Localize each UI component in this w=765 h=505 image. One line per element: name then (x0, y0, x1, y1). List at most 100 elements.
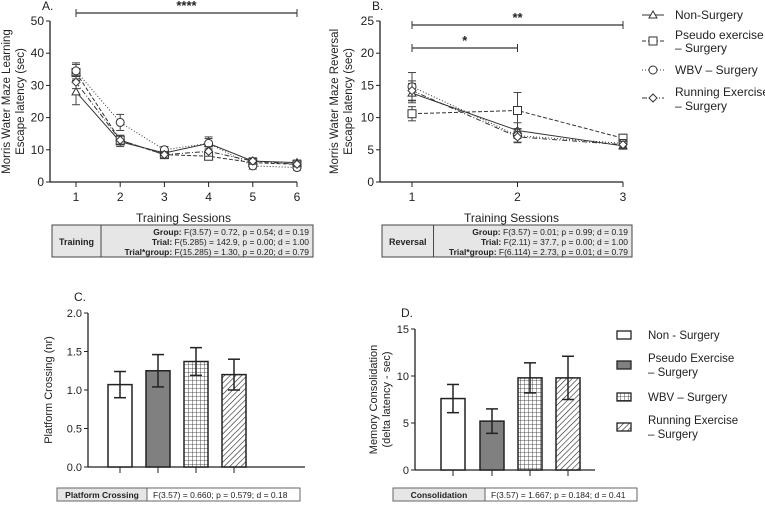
y-axis-title: (delta latency - sec) (381, 352, 393, 448)
legend-label: WBV – Surgery (648, 392, 727, 404)
table-row-term: Trial: (481, 237, 504, 247)
table-row: Trial*group: F(6.114) = 2.73, p = 0.01; … (449, 247, 628, 257)
legend-marker-icon (648, 93, 658, 103)
x-tick-label: 6 (294, 190, 301, 204)
y-tick-label: 0.0 (67, 462, 82, 474)
series-line (75, 81, 298, 165)
y-tick-label: 40 (31, 46, 45, 60)
y-tick-label: 15 (397, 324, 409, 336)
legend-label: Running Exercise (675, 85, 765, 99)
table-value: F(3.57) = 1.667; p = 0.184; d = 0.41 (491, 490, 626, 500)
y-tick-label: 10 (397, 371, 409, 383)
x-axis-title: Training Sessions (464, 211, 559, 225)
data-point (203, 146, 214, 157)
table-label-cell (56, 487, 148, 502)
y-tick-label: 5 (403, 418, 409, 430)
table-row-value: F(3.57) = 0.01; p = 0.99; d = 0.19 (503, 227, 628, 237)
table-row-value: F(6.114) = 2.73, p = 0.01; d = 0.79 (499, 247, 628, 257)
data-point (159, 149, 170, 160)
significance-label: ** (512, 10, 523, 25)
y-tick-label: 10 (31, 143, 45, 157)
y-tick-label: 30 (31, 78, 45, 92)
table-row-value: F(2.11) = 37.7, p = 0.00; d = 1.00 (504, 237, 629, 247)
panel-label: D. (401, 306, 413, 320)
legend-swatch-icon (616, 422, 632, 432)
table-label-cell (392, 487, 486, 502)
table-row: Group: F(3.57) = 0.01; p = 0.99; d = 0.1… (472, 227, 628, 237)
x-axis-title: Training Sessions (136, 211, 231, 225)
legend-marker-icon (648, 65, 658, 75)
legend-label: – Surgery (675, 99, 727, 113)
legend-label: Running Exercise (648, 415, 738, 427)
y-tick-label: 20 (31, 111, 45, 125)
data-point (71, 86, 81, 96)
significance-label: **** (176, 0, 197, 13)
y-tick-label: 0.5 (67, 424, 82, 436)
y-tick-label: 10 (361, 111, 375, 125)
data-point (71, 66, 81, 76)
legend-label: Non-Surgery (675, 8, 743, 22)
y-axis-title: Memory Consolidation (368, 345, 380, 454)
x-tick-label: 3 (161, 190, 168, 204)
data-point (115, 135, 125, 145)
data-point (512, 132, 523, 142)
y-axis-title: Escape latency (sec) (343, 48, 355, 155)
table-row-term: Group: (472, 227, 503, 237)
table-label: Reversal (389, 237, 427, 247)
y-tick-label: 0 (37, 175, 44, 189)
table-row: Trial: F(5.285) = 142.9, p = 0.00; d = 1… (152, 237, 309, 247)
legend-marker-icon (648, 9, 658, 19)
significance-label: * (462, 33, 468, 48)
data-point (292, 159, 302, 169)
data-point (115, 117, 125, 127)
data-point (513, 106, 522, 116)
legend-swatch-icon (616, 330, 632, 340)
x-tick-label: 1 (409, 190, 416, 204)
legend-marker-icon (648, 36, 658, 46)
legend-swatch-icon (616, 360, 632, 370)
table-row-value: F(5.285) = 142.9, p = 0.00; d = 1.00 (175, 237, 310, 247)
x-tick-label: 5 (249, 190, 256, 204)
panel-label: A. (42, 0, 53, 13)
legend-label: – Surgery (675, 41, 727, 55)
table-row: Trial*group: F(15.285) = 1.30, p = 0.20;… (124, 247, 309, 257)
y-tick-label: 0 (367, 175, 374, 189)
bar (221, 373, 247, 468)
table-row-value: F(3.57) = 0.72, p = 0.54; d = 0.19 (184, 227, 309, 237)
stats-table (51, 224, 314, 258)
data-point (71, 77, 81, 87)
y-tick-label: 15 (361, 78, 375, 92)
table-value: F(3.57) = 0.660; p = 0.579; d = 0.18 (153, 490, 288, 500)
table-row-term: Trial*group: (124, 247, 174, 257)
y-axis-title: Morris Water Maze Learning (1, 29, 13, 174)
y-tick-label: 25 (361, 14, 375, 28)
table-row: Group: F(3.57) = 0.72, p = 0.54; d = 0.1… (153, 227, 309, 237)
legend-label: Pseudo Exercise (648, 353, 734, 365)
table-row: Trial: F(2.11) = 37.7, p = 0.00; d = 1.0… (481, 237, 628, 247)
y-tick-label: 1.0 (67, 385, 82, 397)
legend-label: Non - Surgery (648, 330, 720, 342)
legend-label: WBV – Surgery (675, 63, 758, 77)
y-tick-label: 5 (367, 143, 374, 157)
y-axis-title: Platform Crossing (nr) (43, 336, 55, 444)
legend-label: Pseudo exercise (675, 28, 764, 42)
table-label: Training (59, 237, 94, 247)
table-row-term: Trial*group: (449, 247, 499, 257)
panel-label: C. (74, 290, 86, 304)
legend-swatch-icon (616, 392, 632, 402)
data-point (248, 156, 258, 166)
series-line (75, 91, 298, 164)
x-tick-label: 1 (73, 190, 80, 204)
y-axis-title: Morris Water Maze Reversal (329, 29, 341, 174)
x-tick-label: 2 (514, 190, 521, 204)
y-tick-label: 50 (31, 14, 45, 28)
stats-table (381, 224, 633, 258)
series-line (411, 86, 624, 144)
x-tick-label: 2 (117, 190, 124, 204)
table-label: Platform Crossing (65, 490, 139, 500)
panel-label: B. (372, 0, 383, 13)
x-tick-label: 4 (205, 190, 212, 204)
data-point (407, 109, 417, 119)
table-row-term: Group: (153, 227, 184, 237)
